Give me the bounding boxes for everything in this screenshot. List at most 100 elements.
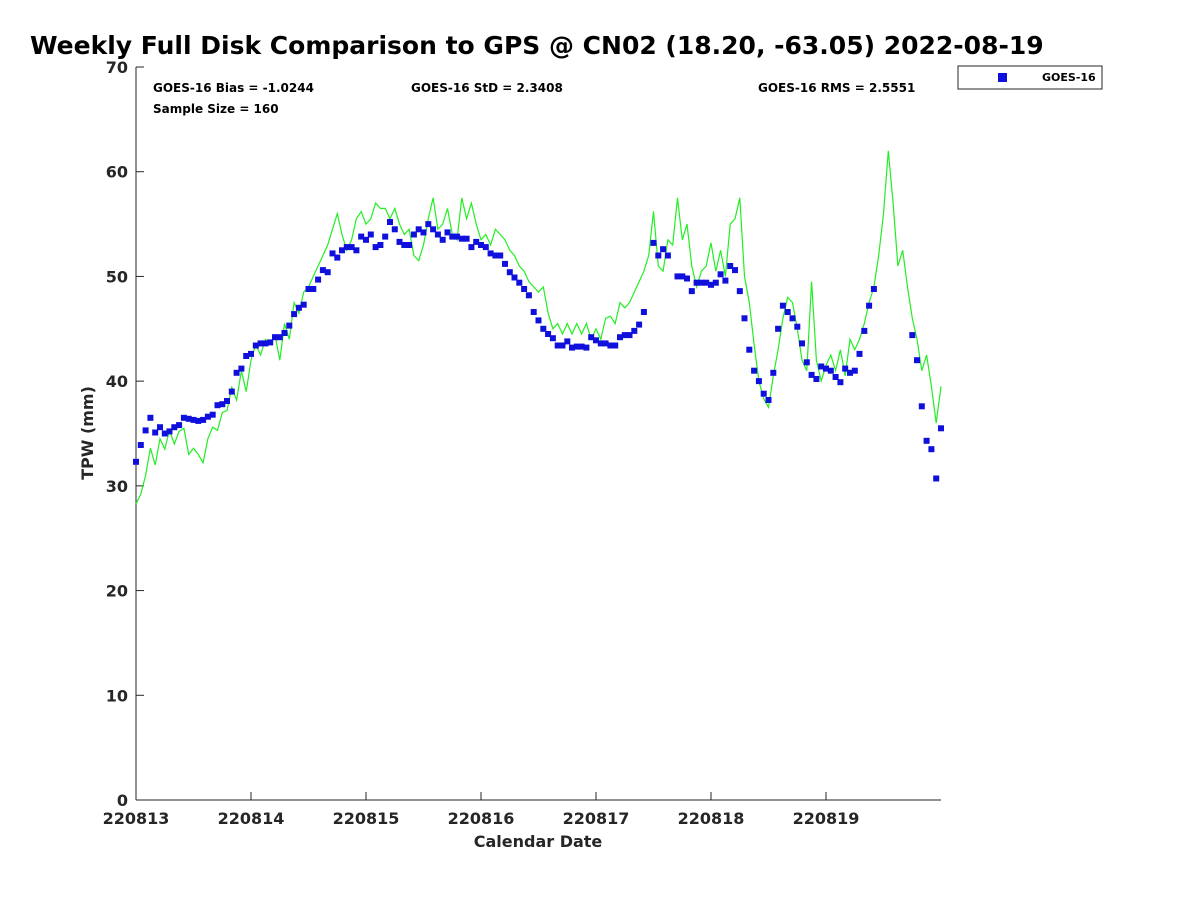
x-axis-label: Calendar Date: [474, 832, 603, 851]
goes16-data-point: [837, 379, 844, 386]
goes16-data-point: [295, 304, 302, 311]
legend-box: [957, 65, 1103, 90]
goes16-data-point: [856, 350, 863, 357]
goes16-data-point: [621, 332, 628, 339]
x-tick-label: 220818: [678, 809, 745, 828]
y-tick-label: 30: [106, 477, 128, 496]
goes16-data-point: [593, 337, 599, 344]
goes16-data-point: [300, 301, 307, 308]
goes16-data-point: [736, 288, 743, 295]
goes16-data-point: [339, 247, 345, 254]
goes16-data-point: [779, 302, 786, 309]
goes16-data-point: [415, 226, 422, 233]
goes16-data-point: [698, 279, 705, 286]
goes16-data-point: [617, 334, 623, 341]
goes16-data-point: [190, 416, 197, 423]
goes16-data-point: [827, 367, 834, 374]
y-tick-label: 60: [106, 163, 128, 182]
legend-marker-goes16: [998, 73, 1007, 82]
goes16-data-point: [588, 334, 595, 341]
y-tick-label: 50: [106, 267, 128, 286]
goes16-data-point: [185, 415, 192, 422]
goes16-data-point: [674, 273, 681, 280]
goes16-data-point: [329, 250, 336, 257]
legend: GOES-16: [957, 65, 1103, 90]
goes16-data-point: [137, 442, 144, 448]
goes16-data-point: [243, 353, 250, 359]
chart-title: Weekly Full Disk Comparison to GPS @ CN0…: [30, 31, 1044, 60]
goes16-data-point: [257, 340, 264, 347]
std-stat: GOES-16 StD = 2.3408: [411, 81, 563, 95]
goes16-data-point: [602, 340, 609, 347]
goes16-data-point: [487, 250, 494, 257]
goes16-data-point: [928, 446, 935, 453]
x-tick-label: 220819: [793, 809, 860, 828]
y-tick-label: 0: [117, 791, 128, 810]
x-tick-label: 220814: [218, 809, 285, 828]
goes16-data-point: [458, 235, 465, 242]
goes16-data-point: [387, 219, 393, 225]
goes16-data-point: [396, 238, 403, 245]
goes16-data-point: [693, 279, 700, 286]
goes16-data-point: [746, 346, 753, 353]
goes16-data-point: [444, 229, 451, 236]
goes16-data-point: [506, 269, 513, 276]
goes16-data-point: [224, 398, 230, 404]
goes16-data-point: [712, 279, 719, 286]
goes16-series-markers: [133, 219, 944, 482]
goes16-data-point: [482, 244, 489, 251]
goes16-data-point: [180, 414, 187, 421]
goes16-data-point: [439, 236, 446, 243]
goes16-data-point: [147, 414, 154, 421]
goes16-data-point: [564, 338, 571, 345]
goes16-data-point: [286, 322, 293, 329]
x-tick-label: 220815: [333, 809, 400, 828]
goes16-data-point: [923, 437, 930, 444]
goes16-data-point: [631, 327, 638, 334]
goes16-data-point: [310, 286, 317, 292]
goes16-data-point: [938, 425, 944, 432]
rms-stat: GOES-16 RMS = 2.5551: [758, 81, 915, 95]
goes16-data-point: [377, 242, 384, 248]
goes16-data-point: [425, 221, 432, 228]
y-ticks: 0 10 20 30 40 50 60 70: [106, 58, 144, 810]
goes16-data-point: [914, 357, 920, 364]
goes16-data-point: [636, 321, 643, 328]
goes16-data-point: [468, 244, 475, 251]
goes16-data-point: [794, 323, 801, 330]
goes16-data-point: [545, 331, 552, 337]
goes16-data-point: [803, 359, 810, 366]
goes16-data-point: [870, 286, 877, 292]
y-axis-label: TPW (mm): [78, 386, 97, 480]
goes16-data-point: [708, 281, 714, 288]
goes16-data-point: [157, 424, 163, 431]
goes16-data-point: [319, 267, 326, 274]
goes16-data-point: [281, 330, 288, 336]
goes16-data-point: [847, 369, 853, 376]
goes16-data-point: [703, 279, 710, 286]
legend-label-goes16: GOES-16: [1042, 71, 1096, 84]
goes16-data-point: [765, 397, 772, 403]
bias-stat: GOES-16 Bias = -1.0244: [153, 81, 314, 95]
goes16-data-point: [252, 342, 259, 349]
goes16-data-point: [751, 367, 758, 374]
goes16-data-point: [401, 242, 408, 248]
goes16-data-point: [559, 342, 566, 349]
goes16-data-point: [612, 342, 619, 349]
goes16-data-point: [650, 239, 657, 246]
goes16-data-point: [741, 315, 748, 322]
goes16-data-point: [209, 411, 216, 418]
goes16-data-point: [166, 428, 173, 435]
goes16-data-point: [688, 288, 695, 295]
goes16-data-point: [353, 247, 360, 254]
goes16-data-point: [583, 344, 590, 351]
goes16-data-point: [775, 325, 782, 332]
goes16-data-point: [276, 334, 283, 341]
goes16-data-point: [161, 430, 168, 437]
goes16-data-point: [640, 309, 647, 315]
goes16-data-point: [382, 233, 389, 240]
goes16-data-point: [272, 334, 278, 341]
goes16-data-point: [832, 374, 839, 380]
goes16-data-point: [818, 363, 825, 370]
